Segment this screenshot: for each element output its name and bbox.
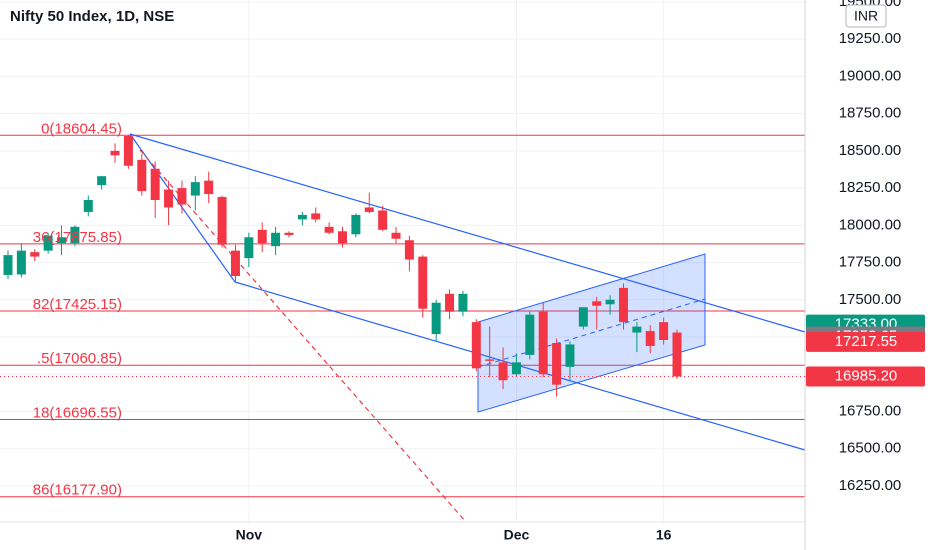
candle-body xyxy=(632,326,642,333)
candle-body xyxy=(431,302,441,335)
channel-midline xyxy=(477,298,706,368)
y-tick-label: 18750.00 xyxy=(839,105,902,122)
candle-body xyxy=(257,229,267,244)
y-tick-label: 19000.00 xyxy=(839,67,902,84)
candle-body xyxy=(552,342,562,385)
candle-body xyxy=(605,299,615,305)
y-tick-label: 16500.00 xyxy=(839,440,902,457)
fib-label: 18(16696.55) xyxy=(33,404,122,421)
candle-body xyxy=(57,237,67,244)
fib-label: 36(17875.85) xyxy=(33,229,122,246)
trend-line xyxy=(129,133,806,333)
x-tick-label: Dec xyxy=(504,527,530,543)
y-tick-label: 16250.00 xyxy=(839,477,902,494)
price-axis: 16250.0016500.0016750.0017000.0017250.00… xyxy=(839,0,902,494)
fib-label: 82(17425.15) xyxy=(33,296,122,313)
candle-body xyxy=(150,168,160,201)
candle-body xyxy=(244,237,254,259)
candle-body xyxy=(364,207,374,212)
candle-body xyxy=(271,232,281,247)
candle-body xyxy=(164,189,174,208)
candle-body xyxy=(70,226,80,244)
currency-box xyxy=(845,4,887,28)
candle-body xyxy=(391,232,401,239)
y-tick-label: 19250.00 xyxy=(839,30,902,47)
candle-body xyxy=(311,213,321,220)
candle-body xyxy=(324,226,334,233)
candle-body xyxy=(538,311,548,375)
candle-body xyxy=(297,214,307,220)
y-tick-label: 18000.00 xyxy=(839,216,902,233)
dashed-line xyxy=(139,149,467,523)
candle-body xyxy=(418,256,428,309)
candle-body xyxy=(43,235,53,251)
candle-body xyxy=(16,250,26,275)
candle-body xyxy=(498,362,508,381)
candle-body xyxy=(645,331,655,346)
candle-body xyxy=(351,214,361,235)
candle-body xyxy=(30,252,40,257)
candle-body xyxy=(217,197,227,245)
price-badge xyxy=(806,331,925,352)
fib-retracement xyxy=(0,134,805,498)
candle-body xyxy=(445,293,455,312)
candle-body xyxy=(97,176,107,186)
candle-body xyxy=(190,182,200,196)
candle-body xyxy=(485,359,495,361)
y-tick-label: 16750.00 xyxy=(839,402,902,419)
candles xyxy=(3,135,682,397)
candle-body xyxy=(404,240,414,260)
candle-body xyxy=(592,301,602,306)
y-tick-label: 17750.00 xyxy=(839,254,902,271)
candle-body xyxy=(378,210,388,230)
candle-body xyxy=(137,159,147,192)
price-badge xyxy=(806,366,925,387)
candle-body xyxy=(338,231,347,244)
candle-body xyxy=(3,255,13,275)
x-tick-label: 16 xyxy=(656,527,672,543)
fib-label: .5(17060.85) xyxy=(37,350,122,367)
grid xyxy=(0,0,805,522)
y-tick-label: 18250.00 xyxy=(839,179,902,196)
candle-body xyxy=(618,287,628,323)
candle-body xyxy=(458,293,468,312)
candle-body xyxy=(204,180,214,195)
candle-body xyxy=(284,232,294,236)
candle-body xyxy=(659,322,669,341)
candle-body xyxy=(672,332,682,377)
fib-labels: 0(18604.45) 36(17875.85) 82(17425.15) .5(17… xyxy=(33,120,122,498)
candle-body xyxy=(123,135,133,166)
fib-label: 86(16177.90) xyxy=(33,482,122,499)
y-tick-label: 18500.00 xyxy=(839,142,902,159)
candle-body xyxy=(511,362,521,375)
candle-body xyxy=(83,200,93,212)
price-badge-label: 16985.20 xyxy=(835,367,898,384)
candle-body xyxy=(471,322,481,369)
price-badge-label: 17217.55 xyxy=(835,333,898,350)
candle-body xyxy=(578,307,588,327)
y-tick-label: 17500.00 xyxy=(839,291,902,308)
chart-title: Nifty 50 Index, 1D, NSE xyxy=(10,8,174,25)
candle-body xyxy=(177,188,187,205)
fib-label: 0(18604.45) xyxy=(41,120,122,137)
candle-body xyxy=(525,314,535,355)
candle-body xyxy=(230,250,240,276)
candle-body xyxy=(110,150,120,156)
candle-body xyxy=(565,344,575,367)
currency: INR xyxy=(854,8,878,24)
x-tick-label: Nov xyxy=(236,527,263,543)
